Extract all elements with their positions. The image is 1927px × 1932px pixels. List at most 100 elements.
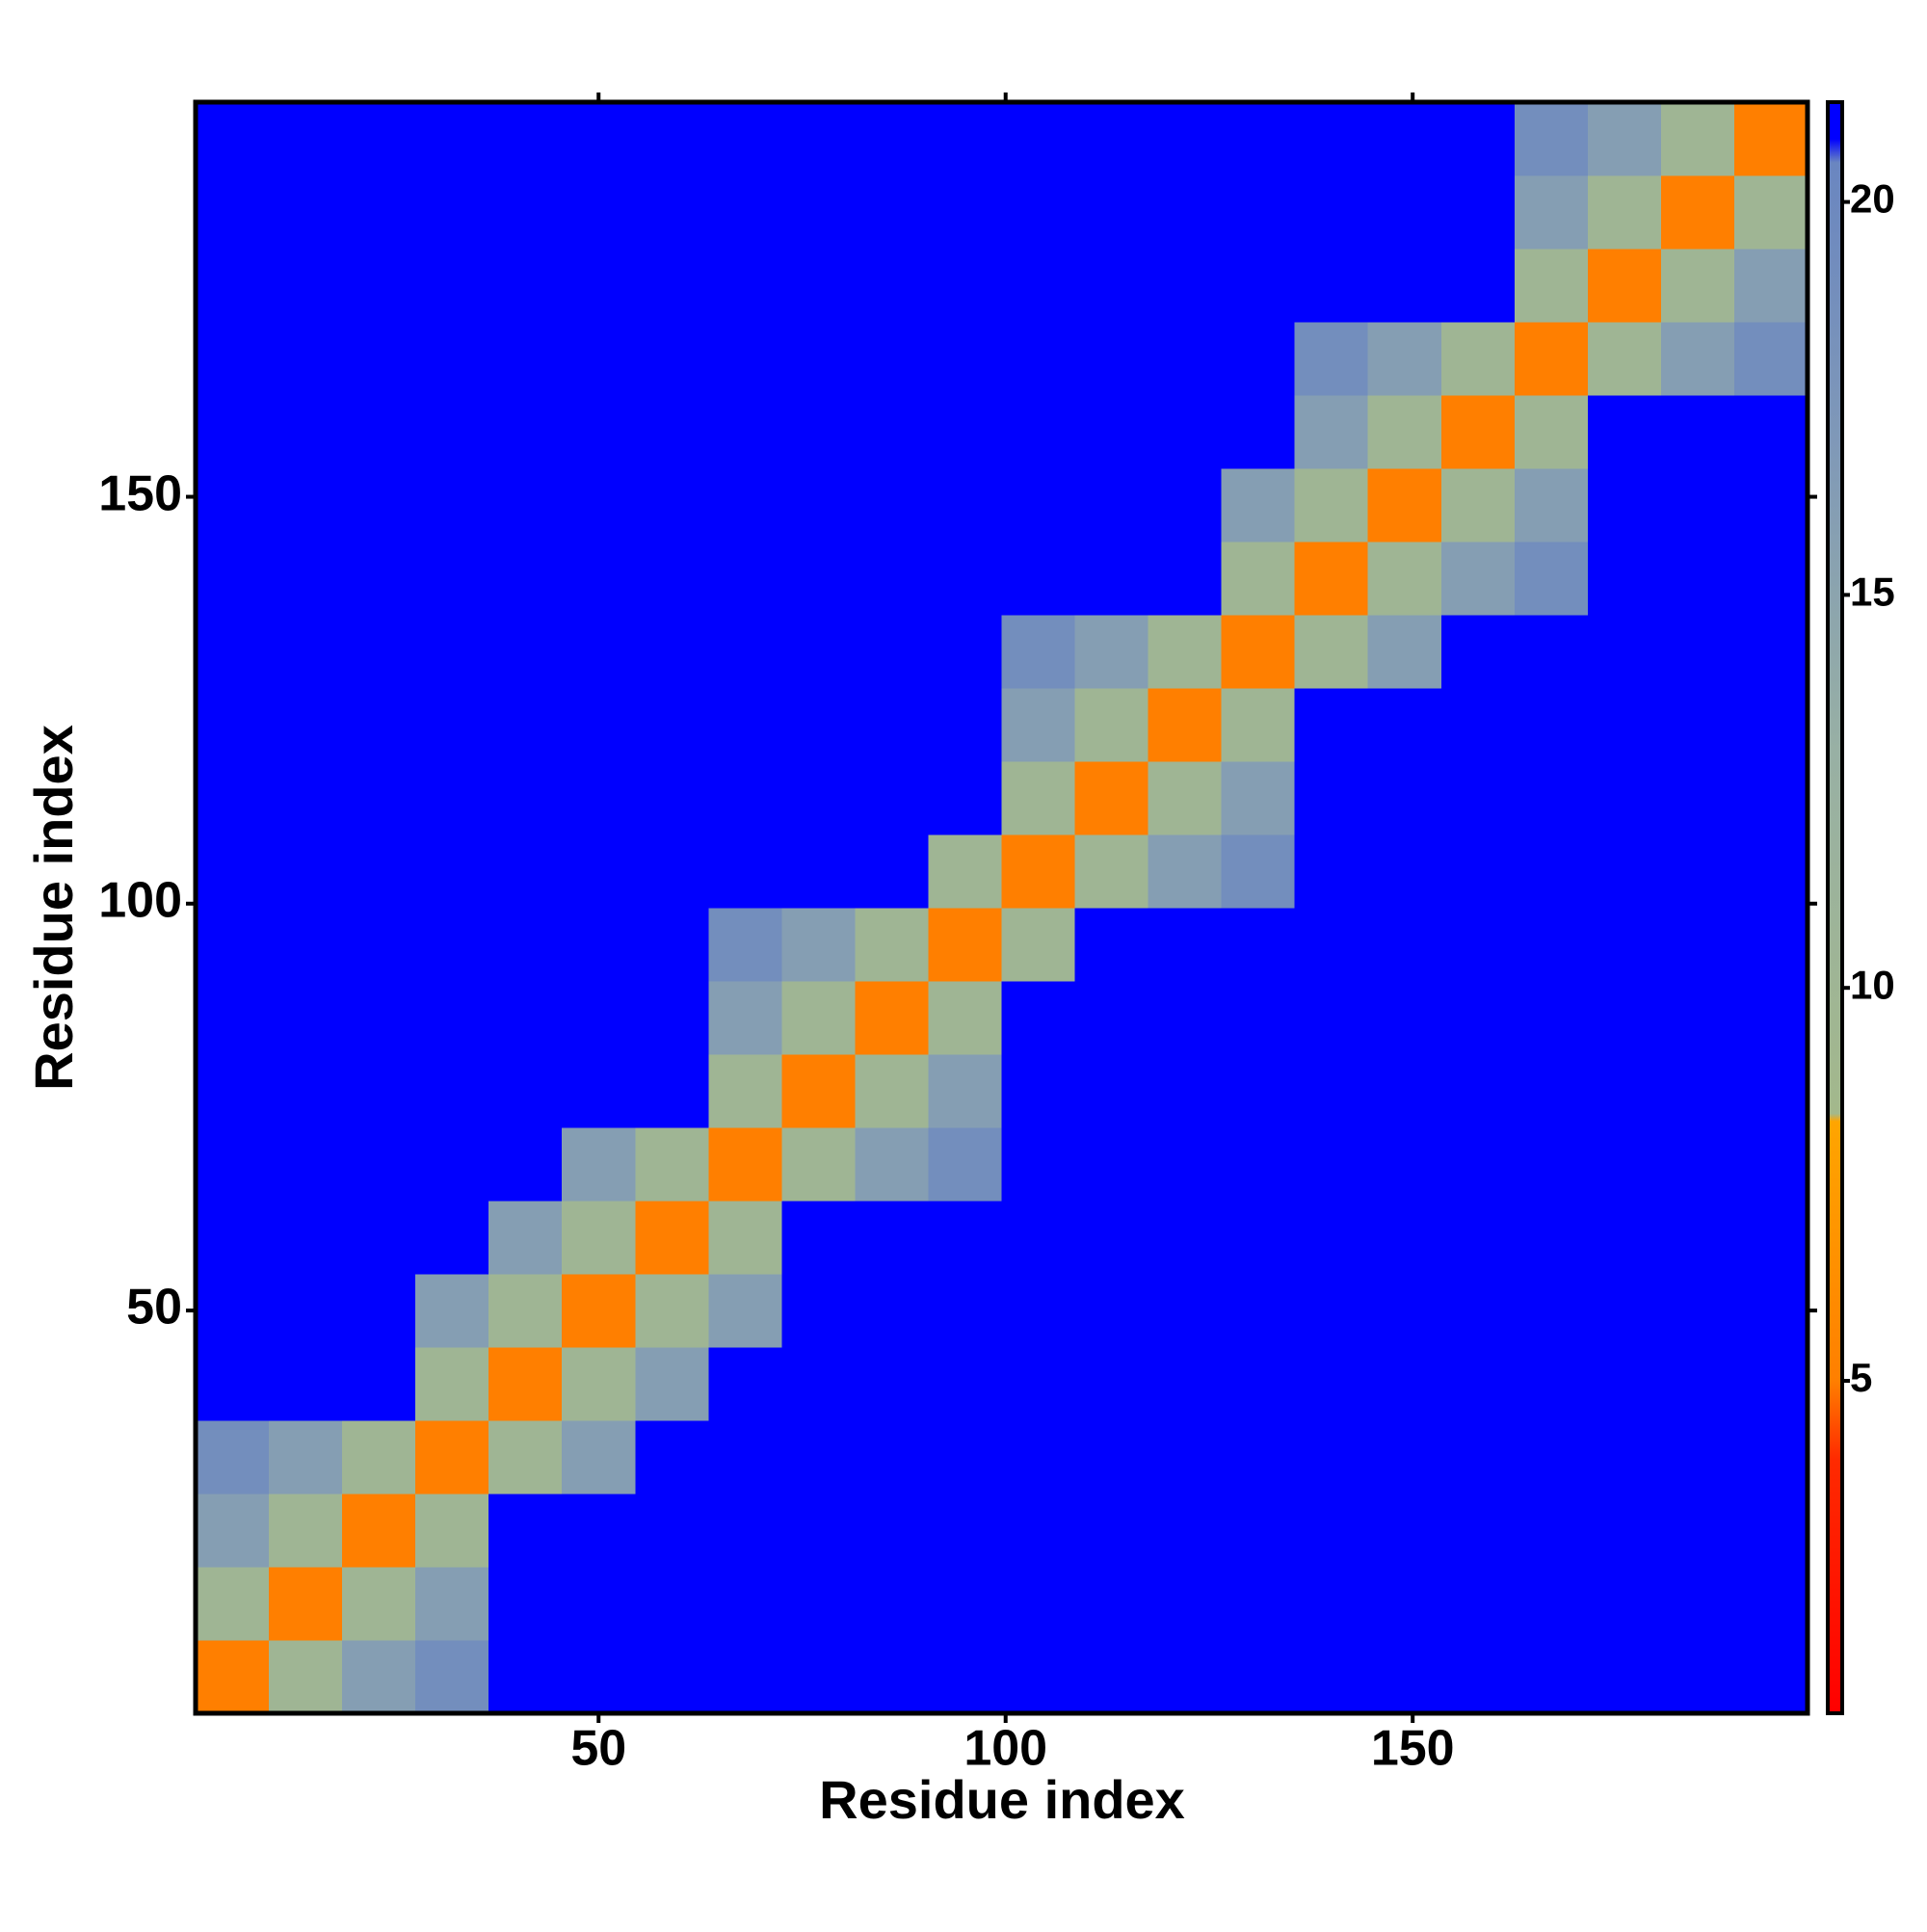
heatmap-cell bbox=[196, 1274, 270, 1348]
heatmap-cell bbox=[1440, 908, 1516, 982]
heatmap-cell bbox=[1074, 1567, 1149, 1641]
heatmap-cell bbox=[562, 1127, 636, 1202]
heatmap-cell bbox=[488, 981, 563, 1055]
heatmap-cell bbox=[1587, 1127, 1662, 1202]
heatmap-cell bbox=[1148, 1567, 1223, 1641]
heatmap-cell bbox=[488, 834, 563, 909]
heatmap-cell bbox=[269, 615, 343, 689]
heatmap-cell bbox=[415, 395, 489, 469]
heatmap-cell bbox=[1367, 542, 1442, 616]
heatmap-cell bbox=[1001, 615, 1076, 689]
heatmap-cell bbox=[1001, 688, 1076, 762]
heatmap-cell bbox=[1221, 175, 1296, 250]
heatmap-cell bbox=[1001, 1567, 1076, 1641]
heatmap-cell bbox=[1514, 322, 1589, 396]
heatmap-cell bbox=[196, 761, 270, 835]
heatmap-cell bbox=[635, 1127, 709, 1202]
heatmap-cell bbox=[1148, 102, 1223, 176]
heatmap-cell bbox=[1294, 468, 1369, 543]
heatmap-cell bbox=[1367, 1494, 1442, 1568]
heatmap-cell bbox=[562, 1640, 636, 1714]
heatmap-cell bbox=[1514, 834, 1589, 909]
heatmap-cell bbox=[342, 102, 416, 176]
heatmap-cell bbox=[1733, 542, 1808, 616]
heatmap-cell bbox=[928, 468, 1003, 543]
heatmap-cell bbox=[562, 1274, 636, 1348]
heatmap-cell bbox=[1587, 1201, 1662, 1275]
heatmap-cell bbox=[1733, 688, 1808, 762]
heatmap-cell bbox=[415, 542, 489, 616]
heatmap-cell bbox=[1221, 688, 1296, 762]
heatmap-cell bbox=[781, 615, 857, 689]
heatmap-cell bbox=[269, 1347, 343, 1421]
heatmap-cell bbox=[415, 981, 489, 1055]
heatmap-cell bbox=[1587, 688, 1662, 762]
heatmap-cell bbox=[1221, 1201, 1296, 1275]
heatmap-cell bbox=[1294, 1494, 1369, 1568]
heatmap-cell bbox=[1440, 468, 1516, 543]
heatmap-cell bbox=[781, 1274, 857, 1348]
heatmap-cell bbox=[1733, 395, 1808, 469]
heatmap-cell bbox=[1440, 102, 1516, 176]
heatmap-cell bbox=[928, 1420, 1003, 1495]
heatmap-cell bbox=[1001, 1494, 1076, 1568]
heatmap-cell bbox=[269, 1054, 343, 1128]
heatmap-cell bbox=[1587, 1347, 1662, 1421]
heatmap-cell bbox=[1074, 908, 1149, 982]
heatmap-cell bbox=[488, 908, 563, 982]
heatmap-cell bbox=[1660, 102, 1735, 176]
heatmap-cell bbox=[1074, 175, 1149, 250]
heatmap-cell bbox=[1587, 761, 1662, 835]
heatmap-cell bbox=[928, 322, 1003, 396]
colorbar-tick-label: 15 bbox=[1850, 569, 1895, 614]
heatmap-cell bbox=[1733, 1347, 1808, 1421]
heatmap-cell bbox=[1587, 102, 1662, 176]
heatmap-cell bbox=[635, 1347, 709, 1421]
heatmap-cell bbox=[488, 1054, 563, 1128]
heatmap-cell bbox=[562, 322, 636, 396]
heatmap-cell bbox=[928, 1494, 1003, 1568]
heatmap-cell bbox=[1148, 468, 1223, 543]
heatmap-cell bbox=[1074, 249, 1149, 323]
heatmap-cell bbox=[855, 834, 930, 909]
heatmap-cell bbox=[1294, 1274, 1369, 1348]
heatmap-cell bbox=[1367, 1640, 1442, 1714]
heatmap-cell bbox=[342, 615, 416, 689]
heatmap-cell bbox=[1367, 1567, 1442, 1641]
heatmap-cell bbox=[635, 1274, 709, 1348]
heatmap-cell bbox=[196, 102, 270, 176]
heatmap-cell bbox=[1514, 688, 1589, 762]
heatmap-cell bbox=[1733, 1054, 1808, 1128]
heatmap-cell bbox=[1148, 322, 1223, 396]
heatmap-cell bbox=[342, 908, 416, 982]
heatmap-cell bbox=[562, 249, 636, 323]
heatmap-cell bbox=[635, 1201, 709, 1275]
heatmap-cell bbox=[269, 688, 343, 762]
heatmap-cell bbox=[1221, 1640, 1296, 1714]
heatmap-cell bbox=[781, 468, 857, 543]
heatmap-cell bbox=[342, 1347, 416, 1421]
heatmap-cell bbox=[1440, 1201, 1516, 1275]
heatmap-cell bbox=[562, 1201, 636, 1275]
heatmap-cell bbox=[1074, 688, 1149, 762]
heatmap-cell bbox=[342, 395, 416, 469]
heatmap-cell bbox=[928, 1640, 1003, 1714]
heatmap-cell bbox=[1440, 1347, 1516, 1421]
heatmap-cell bbox=[1367, 615, 1442, 689]
heatmap-cell bbox=[1440, 395, 1516, 469]
heatmap-cell bbox=[1367, 1274, 1442, 1348]
heatmap-cell bbox=[1148, 761, 1223, 835]
heatmap-cell bbox=[562, 542, 636, 616]
heatmap-cell bbox=[1221, 542, 1296, 616]
heatmap-cell bbox=[342, 1201, 416, 1275]
heatmap-cell bbox=[708, 1640, 782, 1714]
heatmap-cell bbox=[488, 249, 563, 323]
heatmap-cell bbox=[781, 1494, 857, 1568]
heatmap-cell bbox=[1440, 249, 1516, 323]
heatmap-cell bbox=[1733, 1567, 1808, 1641]
heatmap-cell bbox=[1001, 1420, 1076, 1495]
heatmap-cell bbox=[1074, 542, 1149, 616]
heatmap-cell bbox=[1514, 615, 1589, 689]
x-tick-label: 150 bbox=[1371, 1721, 1455, 1777]
heatmap-cell bbox=[1221, 1347, 1296, 1421]
